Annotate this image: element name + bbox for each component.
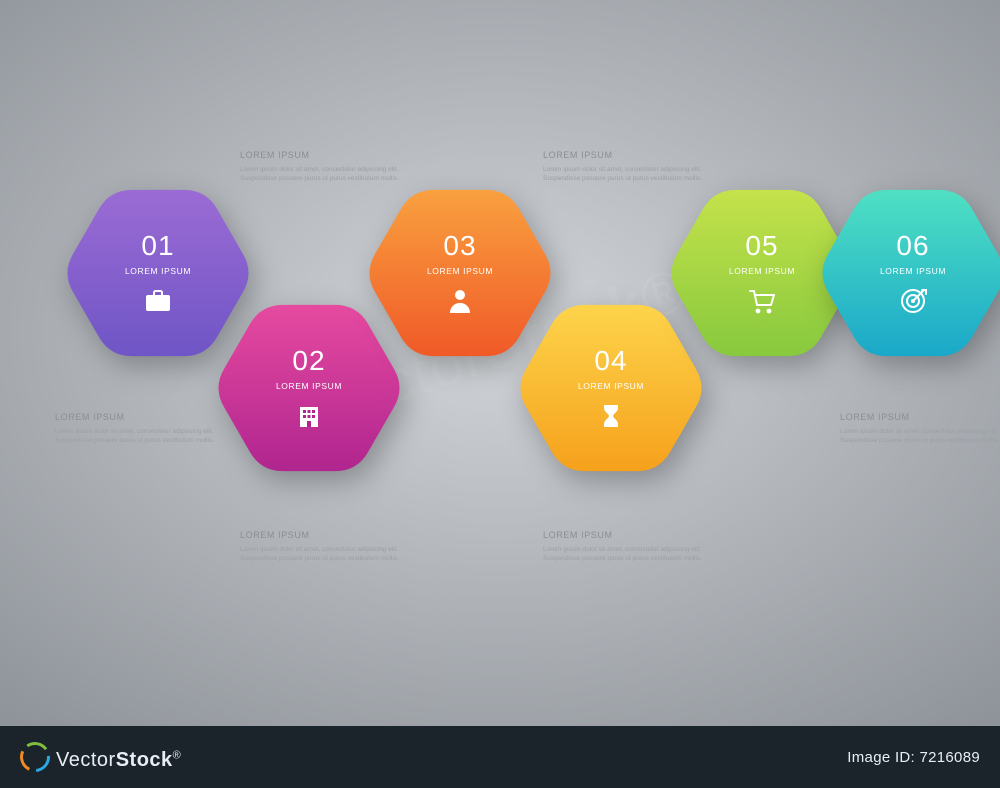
infographic-canvas: VectorStock® 01 LOREM IPSUM	[0, 0, 1000, 788]
caption-title: LOREM IPSUM	[55, 412, 220, 422]
target-icon	[898, 286, 928, 316]
hex-title: LOREM IPSUM	[427, 266, 493, 276]
hex-title: LOREM IPSUM	[880, 266, 946, 276]
logo-swirl-icon	[20, 742, 50, 772]
footer-bar: VectorStock® Image ID: 7216089	[0, 726, 1000, 788]
hex-number: 03	[443, 230, 476, 262]
logo-text: VectorStock®	[56, 749, 181, 772]
hex-title: LOREM IPSUM	[125, 266, 191, 276]
hex-title: LOREM IPSUM	[578, 381, 644, 391]
hex-title: LOREM IPSUM	[276, 381, 342, 391]
caption-title: LOREM IPSUM	[240, 150, 405, 160]
building-icon	[294, 401, 324, 431]
caption-6: LOREM IPSUM Lorem ipsum dolor sit amet, …	[543, 530, 708, 564]
cart-icon	[747, 286, 777, 316]
background-gradient	[0, 0, 1000, 788]
vectorstock-logo: VectorStock®	[20, 742, 181, 772]
caption-4: LOREM IPSUM Lorem ipsum dolor sit amet, …	[55, 412, 220, 446]
caption-title: LOREM IPSUM	[543, 150, 708, 160]
caption-title: LOREM IPSUM	[543, 530, 708, 540]
hex-title: LOREM IPSUM	[729, 266, 795, 276]
caption-title: LOREM IPSUM	[840, 412, 1000, 422]
hex-number: 04	[594, 345, 627, 377]
caption-body: Lorem ipsum dolor sit amet, consectetur …	[55, 427, 220, 446]
person-icon	[445, 286, 475, 316]
caption-3: LOREM IPSUM Lorem ipsum dolor sit amet, …	[840, 412, 1000, 446]
caption-body: Lorem ipsum dolor sit amet, consectetur …	[840, 427, 1000, 446]
caption-title: LOREM IPSUM	[240, 530, 405, 540]
hex-number: 01	[141, 230, 174, 262]
briefcase-icon	[143, 286, 173, 316]
caption-body: Lorem ipsum dolor sit amet, consectetur …	[543, 545, 708, 564]
hex-number: 02	[292, 345, 325, 377]
hex-step-06: 06 LOREM IPSUM	[815, 175, 1000, 371]
image-id-text: Image ID: 7216089	[847, 749, 980, 766]
hex-number: 05	[745, 230, 778, 262]
hex-number: 06	[896, 230, 929, 262]
hourglass-icon	[596, 401, 626, 431]
caption-body: Lorem ipsum dolor sit amet, consectetur …	[240, 545, 405, 564]
caption-5: LOREM IPSUM Lorem ipsum dolor sit amet, …	[240, 530, 405, 564]
